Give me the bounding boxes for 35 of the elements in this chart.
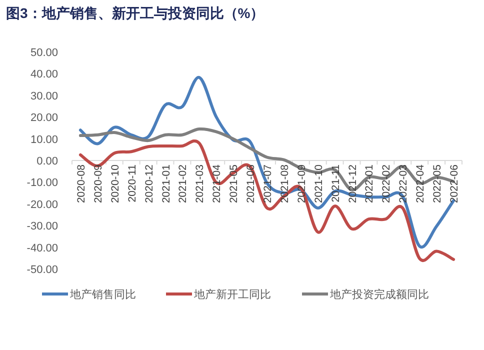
xtick: 2021-05 (228, 164, 240, 204)
xtick: 2021-10 (312, 164, 325, 204)
xtick: 2020-12 (143, 164, 156, 204)
xtick: 2022-03 (398, 164, 410, 204)
title: 图3：地产销售、新开工与投资同比（%） (6, 5, 264, 21)
xtick: 2022-02 (380, 164, 393, 204)
ytick: -40.00 (26, 242, 58, 254)
ytick: 30.00 (30, 90, 58, 102)
xtick: 2021-03 (194, 164, 206, 204)
ytick: 40.00 (30, 68, 58, 81)
xtick: 2021-11 (330, 164, 342, 202)
xtick: 2021-12 (346, 164, 359, 204)
xtick: 2022-04 (414, 164, 427, 204)
ytick: -30.00 (26, 220, 58, 233)
xtick: 2021-02 (177, 164, 190, 204)
xtick: 2021-06 (245, 164, 258, 204)
ytick: 20.00 (30, 112, 58, 124)
ytick: -10.00 (26, 177, 58, 190)
xtick: 2021-01 (160, 164, 172, 204)
xtick: 2021-04 (211, 164, 224, 204)
ytick: 50.00 (30, 47, 58, 59)
ytick: -50.00 (26, 264, 58, 276)
xtick: 2021-07 (262, 164, 274, 204)
xtick: 2022-06 (448, 164, 461, 204)
ytick: 10.00 (30, 134, 58, 146)
ytick: -20.00 (26, 198, 58, 211)
xtick: 2021-09 (296, 164, 308, 204)
xtick: 2020-09 (92, 164, 104, 204)
xtick: 2022-05 (432, 164, 444, 204)
xtick: 2020-11 (126, 164, 138, 202)
xtick: 2021-08 (278, 164, 291, 204)
xtick: 2022-01 (364, 164, 376, 204)
xtick: 2020-10 (109, 164, 122, 204)
xtick: 2020-08 (75, 164, 88, 204)
ytick: 0.00 (36, 156, 58, 168)
